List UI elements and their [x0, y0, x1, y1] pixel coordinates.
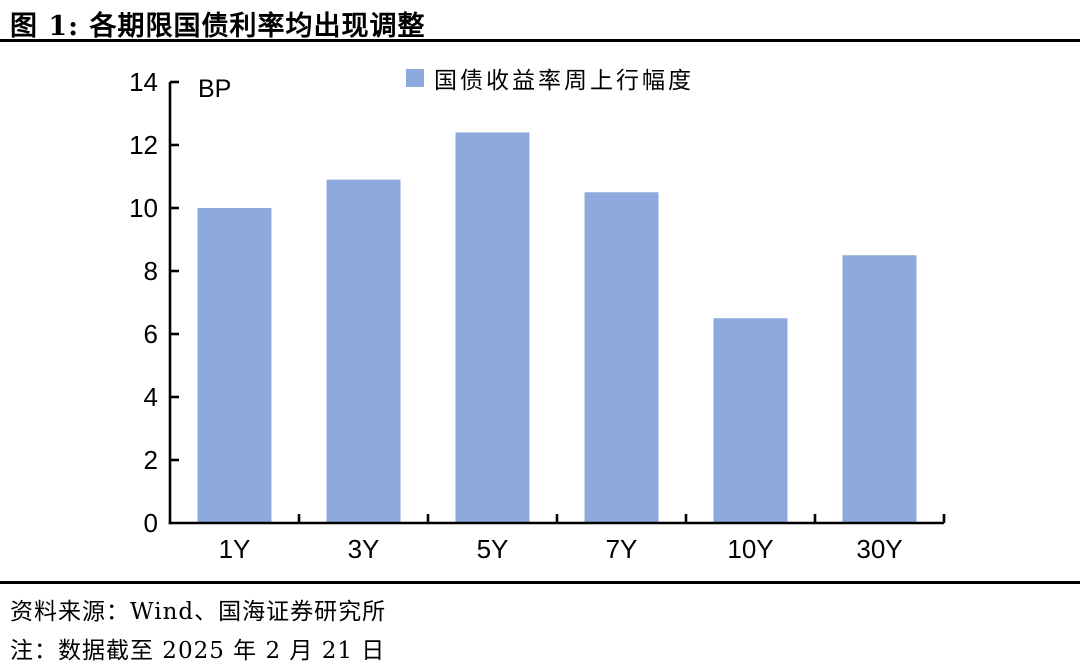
- legend-label: 国债收益率周上行幅度: [434, 68, 694, 94]
- legend-swatch: [406, 69, 424, 87]
- y-tick-label: 4: [144, 382, 158, 412]
- y-tick-label: 6: [144, 319, 158, 349]
- title-divider: [0, 39, 1080, 42]
- y-tick-label: 12: [129, 130, 158, 160]
- y-axis-unit-label: BP: [198, 75, 232, 103]
- note-line: 注：数据截至 2025 年 2 月 21 日: [10, 638, 386, 664]
- bar-5y: [455, 132, 530, 523]
- x-tick-label: 10Y: [727, 534, 773, 564]
- source-line: 资料来源：Wind、国海证券研究所: [10, 599, 387, 625]
- bar-1y: [197, 208, 272, 523]
- y-tick-label: 8: [144, 256, 158, 286]
- x-tick-label: 1Y: [219, 534, 251, 564]
- x-tick-label: 5Y: [477, 534, 509, 564]
- bar-10y: [713, 318, 788, 523]
- y-tick-label: 2: [144, 445, 158, 475]
- y-tick-label: 0: [144, 508, 158, 538]
- x-tick-label: 30Y: [856, 534, 902, 564]
- x-tick-label: 7Y: [606, 534, 638, 564]
- y-tick-label: 14: [129, 67, 158, 97]
- figure-title: 图 1: 各期限国债利率均出现调整: [10, 11, 426, 42]
- bottom-divider: [0, 581, 1080, 584]
- chart-legend: 国债收益率周上行幅度: [406, 61, 694, 95]
- y-tick-label: 10: [129, 193, 158, 223]
- bar-30y: [842, 255, 917, 523]
- bar-3y: [326, 179, 401, 523]
- bar-7y: [584, 192, 659, 523]
- x-tick-label: 3Y: [348, 534, 380, 564]
